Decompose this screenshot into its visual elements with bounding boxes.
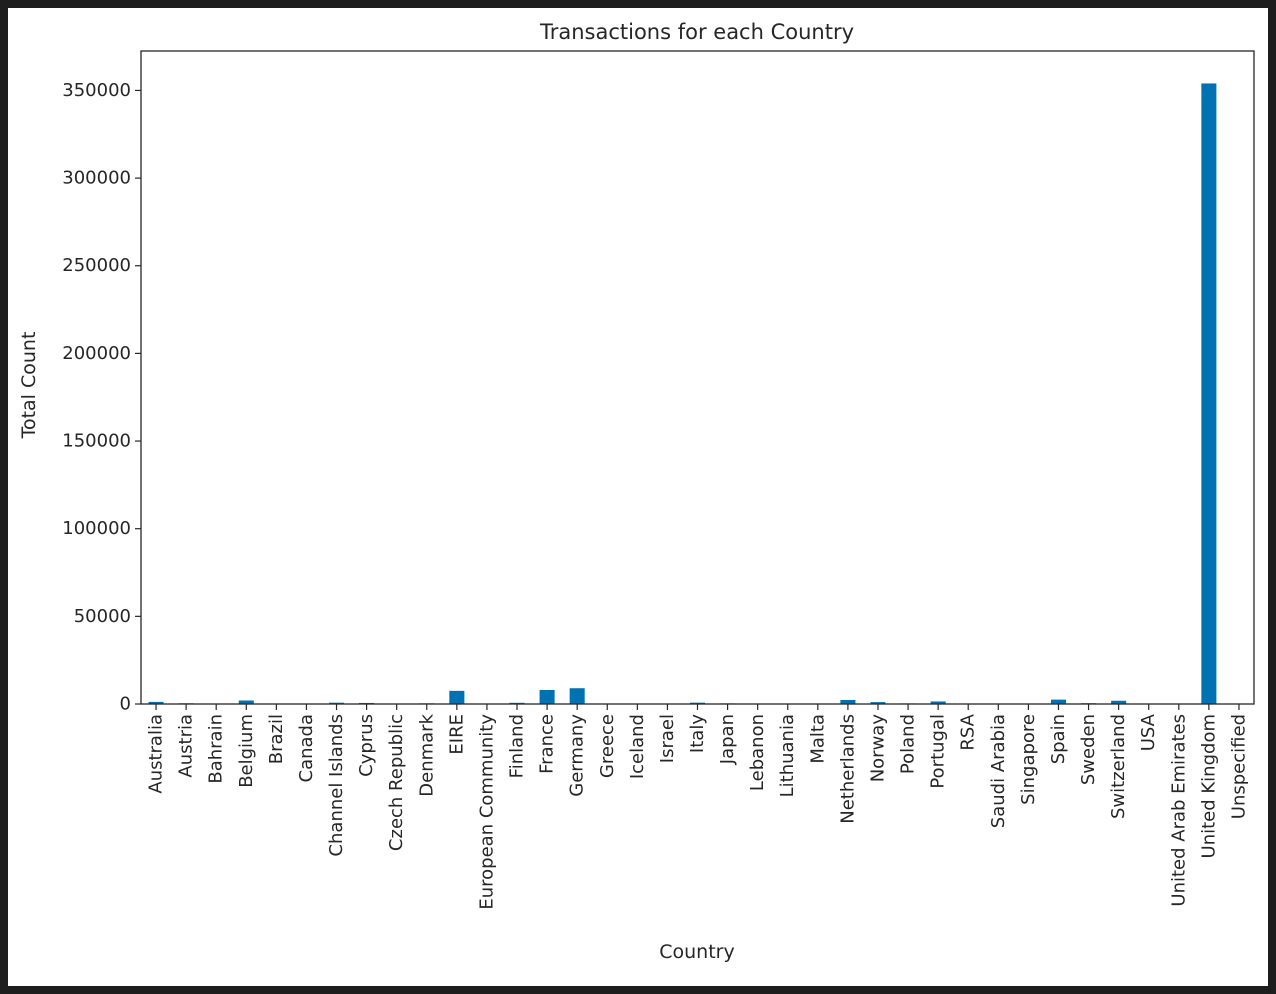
- y-tick-label: 200000: [62, 343, 131, 364]
- bar-chart: Transactions for each Country Total Coun…: [18, 20, 1255, 963]
- x-tick-label: Saudi Arabia: [988, 714, 1009, 828]
- x-tick-label: Czech Republic: [386, 714, 407, 851]
- bar-channel-islands: [329, 702, 345, 704]
- bar-belgium: [238, 700, 254, 704]
- x-tick-label: Norway: [867, 714, 888, 783]
- x-tick-label: Bahrain: [206, 714, 227, 784]
- x-tick-label: United Kingdom: [1198, 714, 1219, 858]
- x-tick-label: Canada: [296, 714, 317, 783]
- bars-group: [148, 83, 1247, 705]
- x-tick-label: Lithuania: [777, 714, 798, 797]
- y-axis: 0 50000 100000 150000 200000 250000 300000 3500…: [62, 80, 141, 715]
- x-tick-label: Poland: [898, 714, 919, 774]
- x-tick-label: Finland: [507, 714, 528, 778]
- bar-portugal: [930, 701, 946, 704]
- x-tick-label: Netherlands: [837, 714, 858, 824]
- y-tick-label: 50000: [74, 606, 131, 627]
- y-axis-title: Total Count: [18, 332, 40, 440]
- bar-italy: [689, 702, 706, 704]
- y-tick-label: 300000: [62, 168, 131, 189]
- x-tick-label: RSA: [958, 713, 979, 750]
- figure-canvas: Transactions for each Country Total Coun…: [8, 8, 1268, 986]
- x-tick-label: Israel: [657, 714, 678, 763]
- x-tick-label: Singapore: [1018, 714, 1039, 805]
- x-tick-label: Greece: [597, 714, 618, 778]
- x-tick-label: Sweden: [1078, 714, 1099, 785]
- bar-switzerland: [1111, 700, 1127, 704]
- x-tick-label: France: [537, 714, 558, 774]
- x-tick-label: Australia: [146, 714, 167, 794]
- bar-netherlands: [840, 699, 856, 704]
- y-tick-label: 100000: [62, 518, 131, 539]
- x-tick-label: Channel Islands: [326, 714, 347, 857]
- bar-germany: [569, 688, 585, 704]
- bar-eire: [449, 690, 465, 704]
- y-tick-label: 350000: [62, 80, 131, 101]
- x-tick-label: Spain: [1048, 714, 1069, 764]
- bar-spain: [1050, 699, 1066, 704]
- x-axis-title: Country: [659, 941, 734, 963]
- x-tick-label: Germany: [567, 714, 588, 797]
- x-tick-label: Japan: [717, 714, 738, 765]
- x-tick-label: Lebanon: [747, 714, 768, 791]
- x-tick-label: USA: [1138, 713, 1159, 751]
- x-tick-label: Cyprus: [356, 714, 377, 777]
- x-tick-label: Unspecified: [1228, 714, 1249, 819]
- x-tick-label: Portugal: [928, 714, 949, 789]
- x-tick-label: Belgium: [236, 714, 257, 788]
- x-tick-label: Denmark: [416, 713, 437, 796]
- bar-australia: [148, 701, 164, 704]
- x-tick-label: United Arab Emirates: [1168, 714, 1189, 907]
- x-tick-label: Italy: [687, 714, 708, 753]
- x-tick-label: Malta: [807, 714, 828, 764]
- y-tick-label: 0: [120, 694, 131, 715]
- plot-frame: [140, 50, 1255, 705]
- x-tick-label: EIRE: [446, 714, 467, 755]
- x-tick-label: Brazil: [266, 714, 287, 764]
- x-tick-label: European Community: [476, 714, 497, 910]
- bar-norway: [870, 702, 886, 704]
- x-tick-label: Austria: [176, 714, 197, 778]
- x-axis: Australia Austria Bahrain Belgium Brazil Cana…: [146, 704, 1249, 910]
- y-tick-label: 250000: [62, 255, 131, 276]
- x-tick-label: Switzerland: [1108, 714, 1129, 819]
- bar-france: [539, 689, 555, 704]
- x-tick-label: Iceland: [627, 714, 648, 779]
- y-tick-label: 150000: [62, 431, 131, 452]
- bar-united-kingdom: [1201, 83, 1217, 705]
- chart-title: Transactions for each Country: [539, 20, 854, 44]
